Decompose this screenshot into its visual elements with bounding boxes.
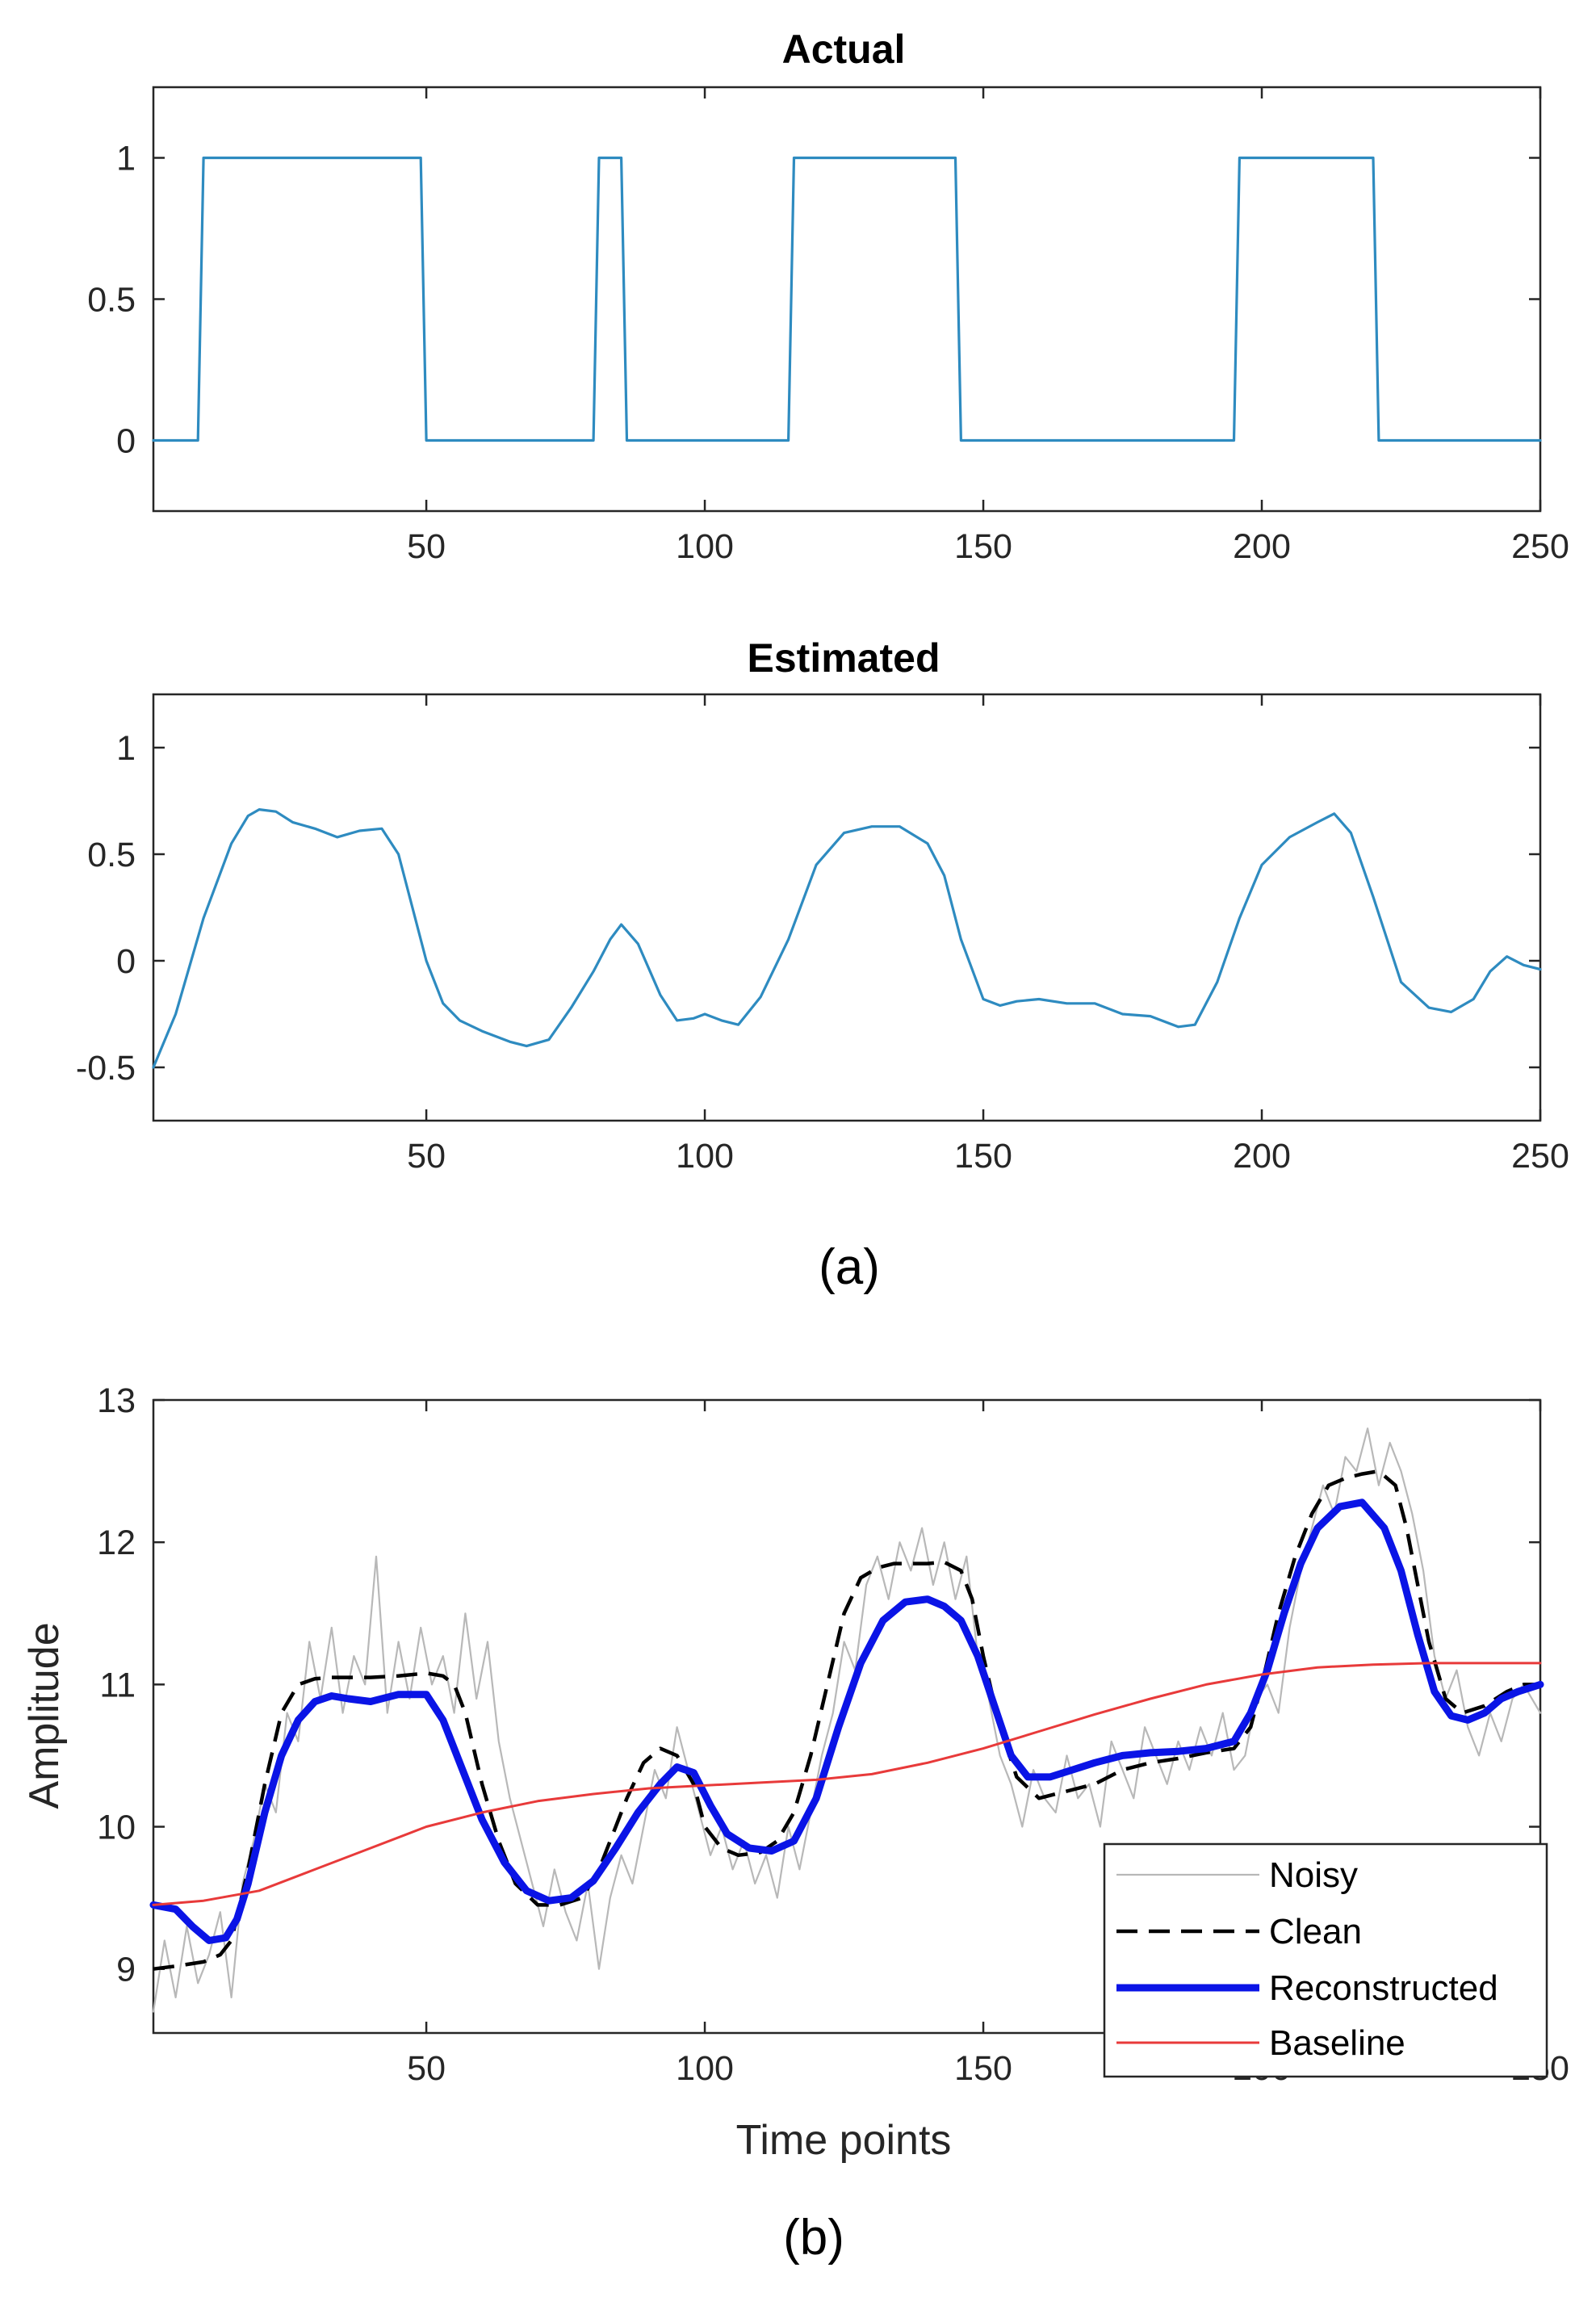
caption-b: (b)	[783, 2210, 844, 2266]
legend-label-baseline: Baseline	[1269, 2023, 1405, 2063]
reconstruction-y-tick-label: 12	[97, 1524, 136, 1562]
estimated-plot-area	[152, 693, 1542, 1122]
estimated-y-tick-label: 0.5	[87, 836, 136, 874]
actual-x-tick-label: 150	[954, 527, 1012, 566]
reconstruction-y-axis-label: Amplitude	[21, 1622, 68, 1809]
legend-label-noisy: Noisy	[1269, 1855, 1358, 1895]
estimated-chart-title: Estimated	[748, 635, 940, 681]
actual-series-group	[152, 156, 1542, 442]
actual-x-tick-label: 50	[407, 527, 446, 566]
caption-a: (a)	[819, 1239, 880, 1295]
actual-y-tick-label: 1	[116, 140, 136, 178]
reconstruction-x-tick-label: 50	[407, 2049, 446, 2088]
estimated-x-tick-label: 250	[1511, 1137, 1569, 1176]
actual-plot-area	[152, 86, 1542, 513]
reconstruction-series-reconstructed	[149, 1498, 1544, 1944]
estimated-x-tick-label: 150	[954, 1137, 1012, 1176]
reconstruction-x-tick-label: 100	[676, 2049, 734, 2088]
estimated-series-group	[152, 807, 1542, 1069]
estimated-x-tick-label: 50	[407, 1137, 446, 1176]
actual-y-tick-label: 0.5	[87, 281, 136, 320]
estimated-x-tick-label: 200	[1233, 1137, 1291, 1176]
reconstruction-y-tick-label: 11	[99, 1666, 136, 1704]
reconstruction-x-tick-label: 150	[954, 2049, 1012, 2088]
reconstruction-y-tick-label: 10	[97, 1809, 136, 1847]
actual-chart-title: Actual	[782, 27, 906, 72]
estimated-tick-group: 50 100 150 200 250 -0.5 0 0.5 1	[76, 694, 1569, 1176]
reconstruction-y-tick-label: 9	[116, 1951, 136, 1989]
reconstruction-series-clean	[153, 1469, 1540, 1971]
reconstruction-series-baseline	[152, 1662, 1542, 1906]
estimated-y-tick-label: 0	[116, 942, 136, 981]
estimated-y-tick-label: -0.5	[76, 1049, 136, 1088]
reconstruction-series-group	[149, 1427, 1544, 2013]
estimated-x-tick-label: 100	[676, 1137, 734, 1176]
reconstruction-x-axis-label: Time points	[736, 2117, 952, 2164]
estimated-series-estimated	[152, 807, 1542, 1069]
actual-y-tick-label: 0	[116, 422, 136, 461]
legend-label-reconstructed: Reconstructed	[1269, 1968, 1498, 2008]
actual-x-tick-label: 250	[1511, 527, 1569, 566]
legend: Noisy Clean Reconstructed Baseline	[1103, 1842, 1548, 2078]
legend-box	[1103, 1842, 1548, 2078]
actual-x-tick-label: 100	[676, 527, 734, 566]
legend-label-clean: Clean	[1269, 1912, 1362, 1951]
reconstruction-y-tick-label: 13	[97, 1381, 136, 1420]
actual-series-actual	[152, 156, 1542, 442]
actual-x-tick-label: 200	[1233, 527, 1291, 566]
estimated-y-tick-label: 1	[116, 729, 136, 768]
actual-tick-group: 50 100 150 200 250 0 0.5 1	[87, 87, 1569, 566]
